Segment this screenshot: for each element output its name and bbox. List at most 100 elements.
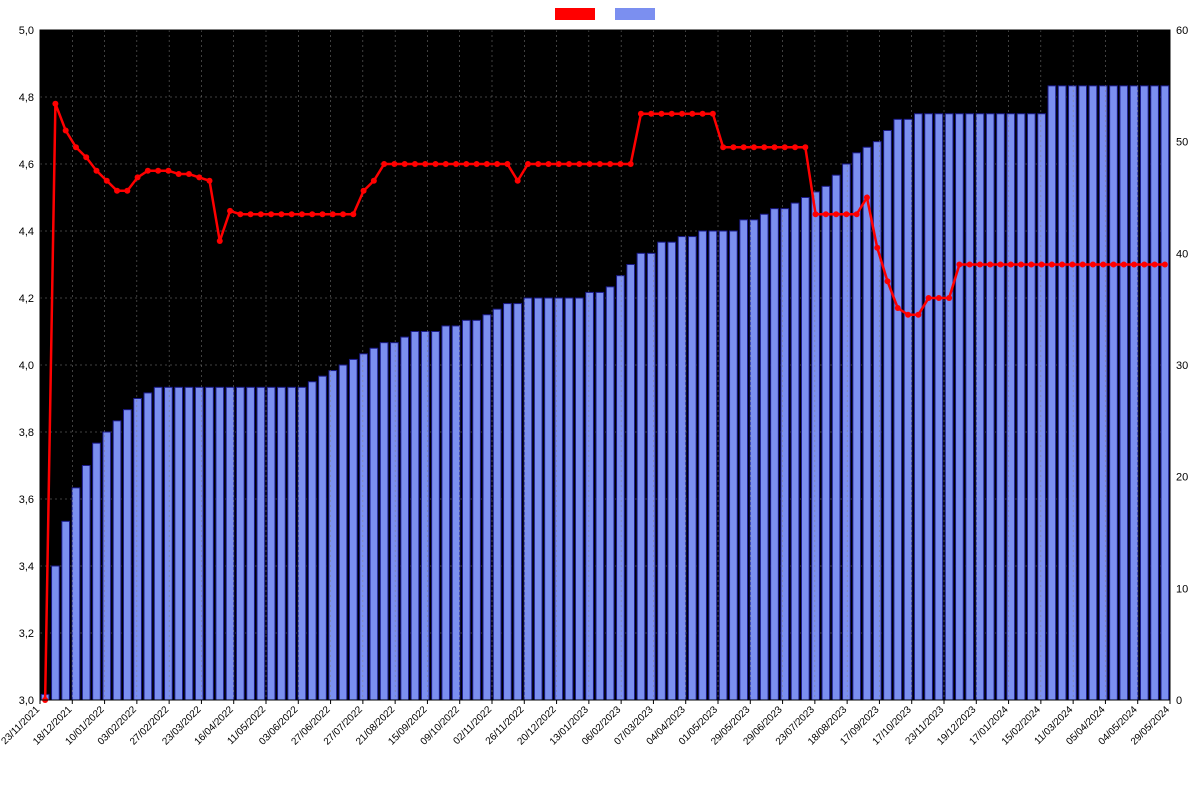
bar xyxy=(945,114,953,700)
line-marker xyxy=(823,211,829,217)
bar xyxy=(288,387,296,700)
line-marker xyxy=(320,211,326,217)
bar xyxy=(1120,86,1128,700)
line-marker xyxy=(1100,262,1106,268)
left-axis-label: 4,6 xyxy=(19,159,34,171)
bar xyxy=(699,231,707,700)
bar xyxy=(93,443,101,700)
bar xyxy=(267,387,275,700)
line-marker xyxy=(597,161,603,167)
line-marker xyxy=(73,144,79,150)
line-marker xyxy=(494,161,500,167)
line-marker xyxy=(248,211,254,217)
bar xyxy=(1140,86,1148,700)
bar xyxy=(175,387,183,700)
line-marker xyxy=(977,262,983,268)
line-marker xyxy=(155,168,161,174)
line-marker xyxy=(998,262,1004,268)
line-marker xyxy=(258,211,264,217)
bar xyxy=(473,320,481,700)
line-marker xyxy=(453,161,459,167)
line-marker xyxy=(956,262,962,268)
legend-swatch-bar xyxy=(615,8,655,20)
bar xyxy=(154,387,162,700)
bar xyxy=(514,304,522,700)
bar xyxy=(411,332,419,701)
bar xyxy=(432,332,440,701)
line-marker xyxy=(504,161,510,167)
line-marker xyxy=(484,161,490,167)
bar xyxy=(904,119,912,700)
line-marker xyxy=(1090,262,1096,268)
bar xyxy=(370,348,378,700)
bar xyxy=(884,131,892,701)
line-marker xyxy=(124,188,130,194)
line-marker xyxy=(792,144,798,150)
bar xyxy=(1038,114,1046,700)
line-marker xyxy=(730,144,736,150)
bar xyxy=(863,147,871,700)
line-marker xyxy=(1039,262,1045,268)
bar xyxy=(236,387,244,700)
bar xyxy=(452,326,460,700)
bar xyxy=(575,298,583,700)
bar xyxy=(493,309,501,700)
line-marker xyxy=(63,128,69,134)
line-marker xyxy=(1059,262,1065,268)
bar xyxy=(504,304,512,700)
bar xyxy=(1007,114,1015,700)
line-marker xyxy=(422,161,428,167)
bar xyxy=(658,242,666,700)
line-marker xyxy=(946,295,952,301)
line-marker xyxy=(52,101,58,107)
bar xyxy=(1058,86,1066,700)
line-marker xyxy=(617,161,623,167)
bar xyxy=(113,421,121,700)
line-marker xyxy=(751,144,757,150)
bar xyxy=(206,387,214,700)
line-marker xyxy=(915,312,921,318)
bar xyxy=(986,114,994,700)
right-axis-label: 30 xyxy=(1176,360,1188,372)
bar xyxy=(843,164,851,700)
line-marker xyxy=(843,211,849,217)
line-marker xyxy=(802,144,808,150)
line-marker xyxy=(1080,262,1086,268)
bar xyxy=(82,466,90,701)
line-marker xyxy=(813,211,819,217)
left-axis-label: 4,2 xyxy=(19,293,34,305)
bar xyxy=(873,142,881,700)
line-marker xyxy=(535,161,541,167)
bar xyxy=(308,382,316,700)
right-axis-label: 10 xyxy=(1176,583,1188,595)
left-axis-label: 5,0 xyxy=(19,25,34,37)
bar xyxy=(62,521,70,700)
bar xyxy=(637,253,645,700)
line-marker xyxy=(83,154,89,160)
bar xyxy=(1099,86,1107,700)
left-axis-label: 3,4 xyxy=(19,561,34,573)
left-axis-label: 3,2 xyxy=(19,628,34,640)
line-marker xyxy=(176,171,182,177)
bar xyxy=(278,387,286,700)
bar xyxy=(1151,86,1159,700)
line-marker xyxy=(433,161,439,167)
bar xyxy=(319,376,327,700)
bar xyxy=(565,298,573,700)
line-marker xyxy=(669,111,675,117)
bar xyxy=(997,114,1005,700)
bar xyxy=(935,114,943,700)
line-marker xyxy=(1121,262,1127,268)
line-marker xyxy=(987,262,993,268)
line-marker xyxy=(1028,262,1034,268)
line-marker xyxy=(587,161,593,167)
bar xyxy=(832,175,840,700)
bar xyxy=(750,220,758,700)
line-marker xyxy=(1111,262,1117,268)
bar xyxy=(617,276,625,700)
line-marker xyxy=(515,178,521,184)
line-marker xyxy=(186,171,192,177)
bar xyxy=(185,387,193,700)
line-marker xyxy=(196,174,202,180)
line-marker xyxy=(217,238,223,244)
